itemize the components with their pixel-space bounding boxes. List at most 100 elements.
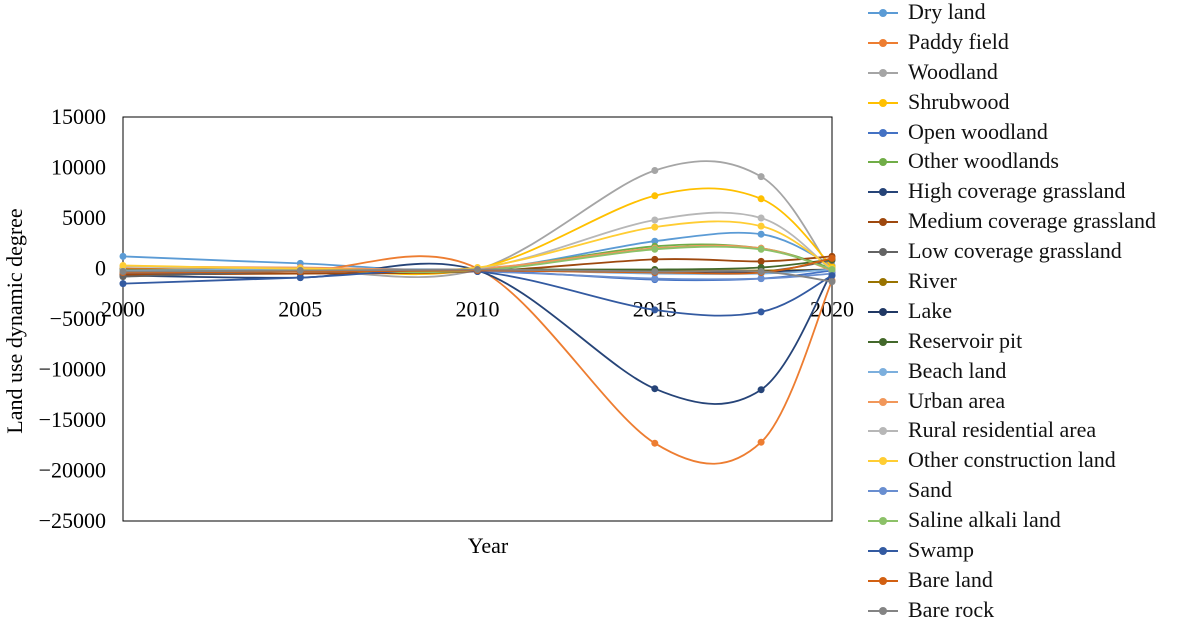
data-point <box>828 254 836 262</box>
data-point <box>757 275 765 283</box>
y-tick-label: −25000 <box>39 508 106 533</box>
legend-marker-icon <box>868 364 898 378</box>
legend-label: Medium coverage grassland <box>908 208 1157 234</box>
legend-marker-icon <box>868 95 898 109</box>
data-point <box>651 268 659 275</box>
legend-item: Swamp <box>868 535 1200 565</box>
legend-item: Saline alkali land <box>868 505 1200 535</box>
legend-label: Other woodlands <box>908 148 1059 174</box>
legend-label: Bare rock <box>908 596 995 622</box>
legend-marker-icon <box>868 483 898 497</box>
legend-item: Beach land <box>868 356 1200 386</box>
legend-marker-icon <box>868 125 898 139</box>
legend-label: Reservoir pit <box>908 327 1023 353</box>
data-point <box>651 245 659 253</box>
legend-item: Bare rock <box>868 595 1200 625</box>
legend-label: Beach land <box>908 357 1007 383</box>
data-point <box>651 385 659 393</box>
legend-marker-icon <box>868 35 898 49</box>
y-tick-label: −20000 <box>39 458 106 483</box>
legend-label: Saline alkali land <box>908 507 1061 533</box>
y-tick-label: 5000 <box>62 205 106 230</box>
legend-item: Urban area <box>868 386 1200 416</box>
y-tick-label: −15000 <box>39 407 106 432</box>
data-point <box>651 216 659 224</box>
data-point <box>757 214 765 222</box>
legend-marker-icon <box>868 304 898 318</box>
data-point <box>757 438 765 446</box>
legend-label: Paddy field <box>908 28 1009 54</box>
data-point <box>651 439 659 447</box>
legend: Dry land Paddy field Woodland Shrubwood Open… <box>868 0 1200 625</box>
data-point <box>119 252 127 260</box>
legend-item: Medium coverage grassland <box>868 206 1200 236</box>
data-point <box>651 306 659 314</box>
legend-label: Lake <box>908 297 952 323</box>
legend-marker-icon <box>868 543 898 557</box>
legend-marker-icon <box>868 513 898 527</box>
legend-marker-icon <box>868 453 898 467</box>
legend-label: Urban area <box>908 387 1006 413</box>
series-bare-rock <box>119 266 836 286</box>
data-point <box>757 195 765 203</box>
legend-label: Rural residential area <box>908 417 1097 443</box>
data-point <box>296 274 304 282</box>
legend-item: Lake <box>868 296 1200 326</box>
legend-label: Other construction land <box>908 447 1116 473</box>
legend-item: Rural residential area <box>868 415 1200 445</box>
series-swamp <box>119 268 836 317</box>
y-tick-label: −5000 <box>50 306 106 331</box>
data-point <box>757 222 765 230</box>
legend-marker-icon <box>868 5 898 19</box>
legend-marker-icon <box>868 244 898 258</box>
legend-item: Paddy field <box>868 27 1200 57</box>
x-tick-label: 2020 <box>810 297 854 322</box>
data-point <box>757 230 765 238</box>
legend-label: Sand <box>908 477 952 503</box>
legend-marker-icon <box>868 274 898 288</box>
data-point <box>651 192 659 200</box>
data-point <box>651 275 659 283</box>
legend-item: Other woodlands <box>868 146 1200 176</box>
legend-item: Dry land <box>868 0 1200 27</box>
legend-label: Woodland <box>908 58 998 84</box>
legend-marker-icon <box>868 573 898 587</box>
data-point <box>757 308 765 316</box>
legend-marker-icon <box>868 423 898 437</box>
data-point <box>651 167 659 174</box>
legend-marker-icon <box>868 603 898 617</box>
legend-label: Open woodland <box>908 118 1048 144</box>
legend-marker-icon <box>868 184 898 198</box>
data-point <box>651 237 659 245</box>
series-layer <box>119 160 836 465</box>
data-point <box>651 255 659 263</box>
legend-label: River <box>908 267 957 293</box>
legend-item: High coverage grassland <box>868 176 1200 206</box>
legend-label: High coverage grassland <box>908 178 1126 204</box>
legend-label: Low coverage grassland <box>908 238 1122 264</box>
data-point <box>757 245 765 253</box>
legend-item: Other construction land <box>868 445 1200 475</box>
legend-item: Reservoir pit <box>868 326 1200 356</box>
data-point <box>828 266 836 273</box>
x-axis-title: Year <box>468 533 509 558</box>
legend-item: Sand <box>868 475 1200 505</box>
data-point <box>828 272 836 280</box>
y-axis-ticks: 15000 10000 5000 0 −5000 −10000 −15000 −20000 −2… <box>39 104 106 533</box>
legend-marker-icon <box>868 394 898 408</box>
legend-item: River <box>868 266 1200 296</box>
y-tick-label: 10000 <box>51 155 106 180</box>
legend-marker-icon <box>868 214 898 228</box>
legend-item: Woodland <box>868 57 1200 87</box>
legend-label: Swamp <box>908 536 974 562</box>
data-point <box>296 267 304 274</box>
y-tick-label: 15000 <box>51 104 106 129</box>
data-point <box>757 173 765 181</box>
y-tick-label: −10000 <box>39 357 106 382</box>
legend-item: Open woodland <box>868 117 1200 147</box>
x-tick-label: 2010 <box>456 297 500 322</box>
plot-area <box>122 116 833 522</box>
y-axis-title: Land use dynamic degree <box>2 208 27 433</box>
legend-marker-icon <box>868 65 898 79</box>
legend-label: Dry land <box>908 0 986 24</box>
